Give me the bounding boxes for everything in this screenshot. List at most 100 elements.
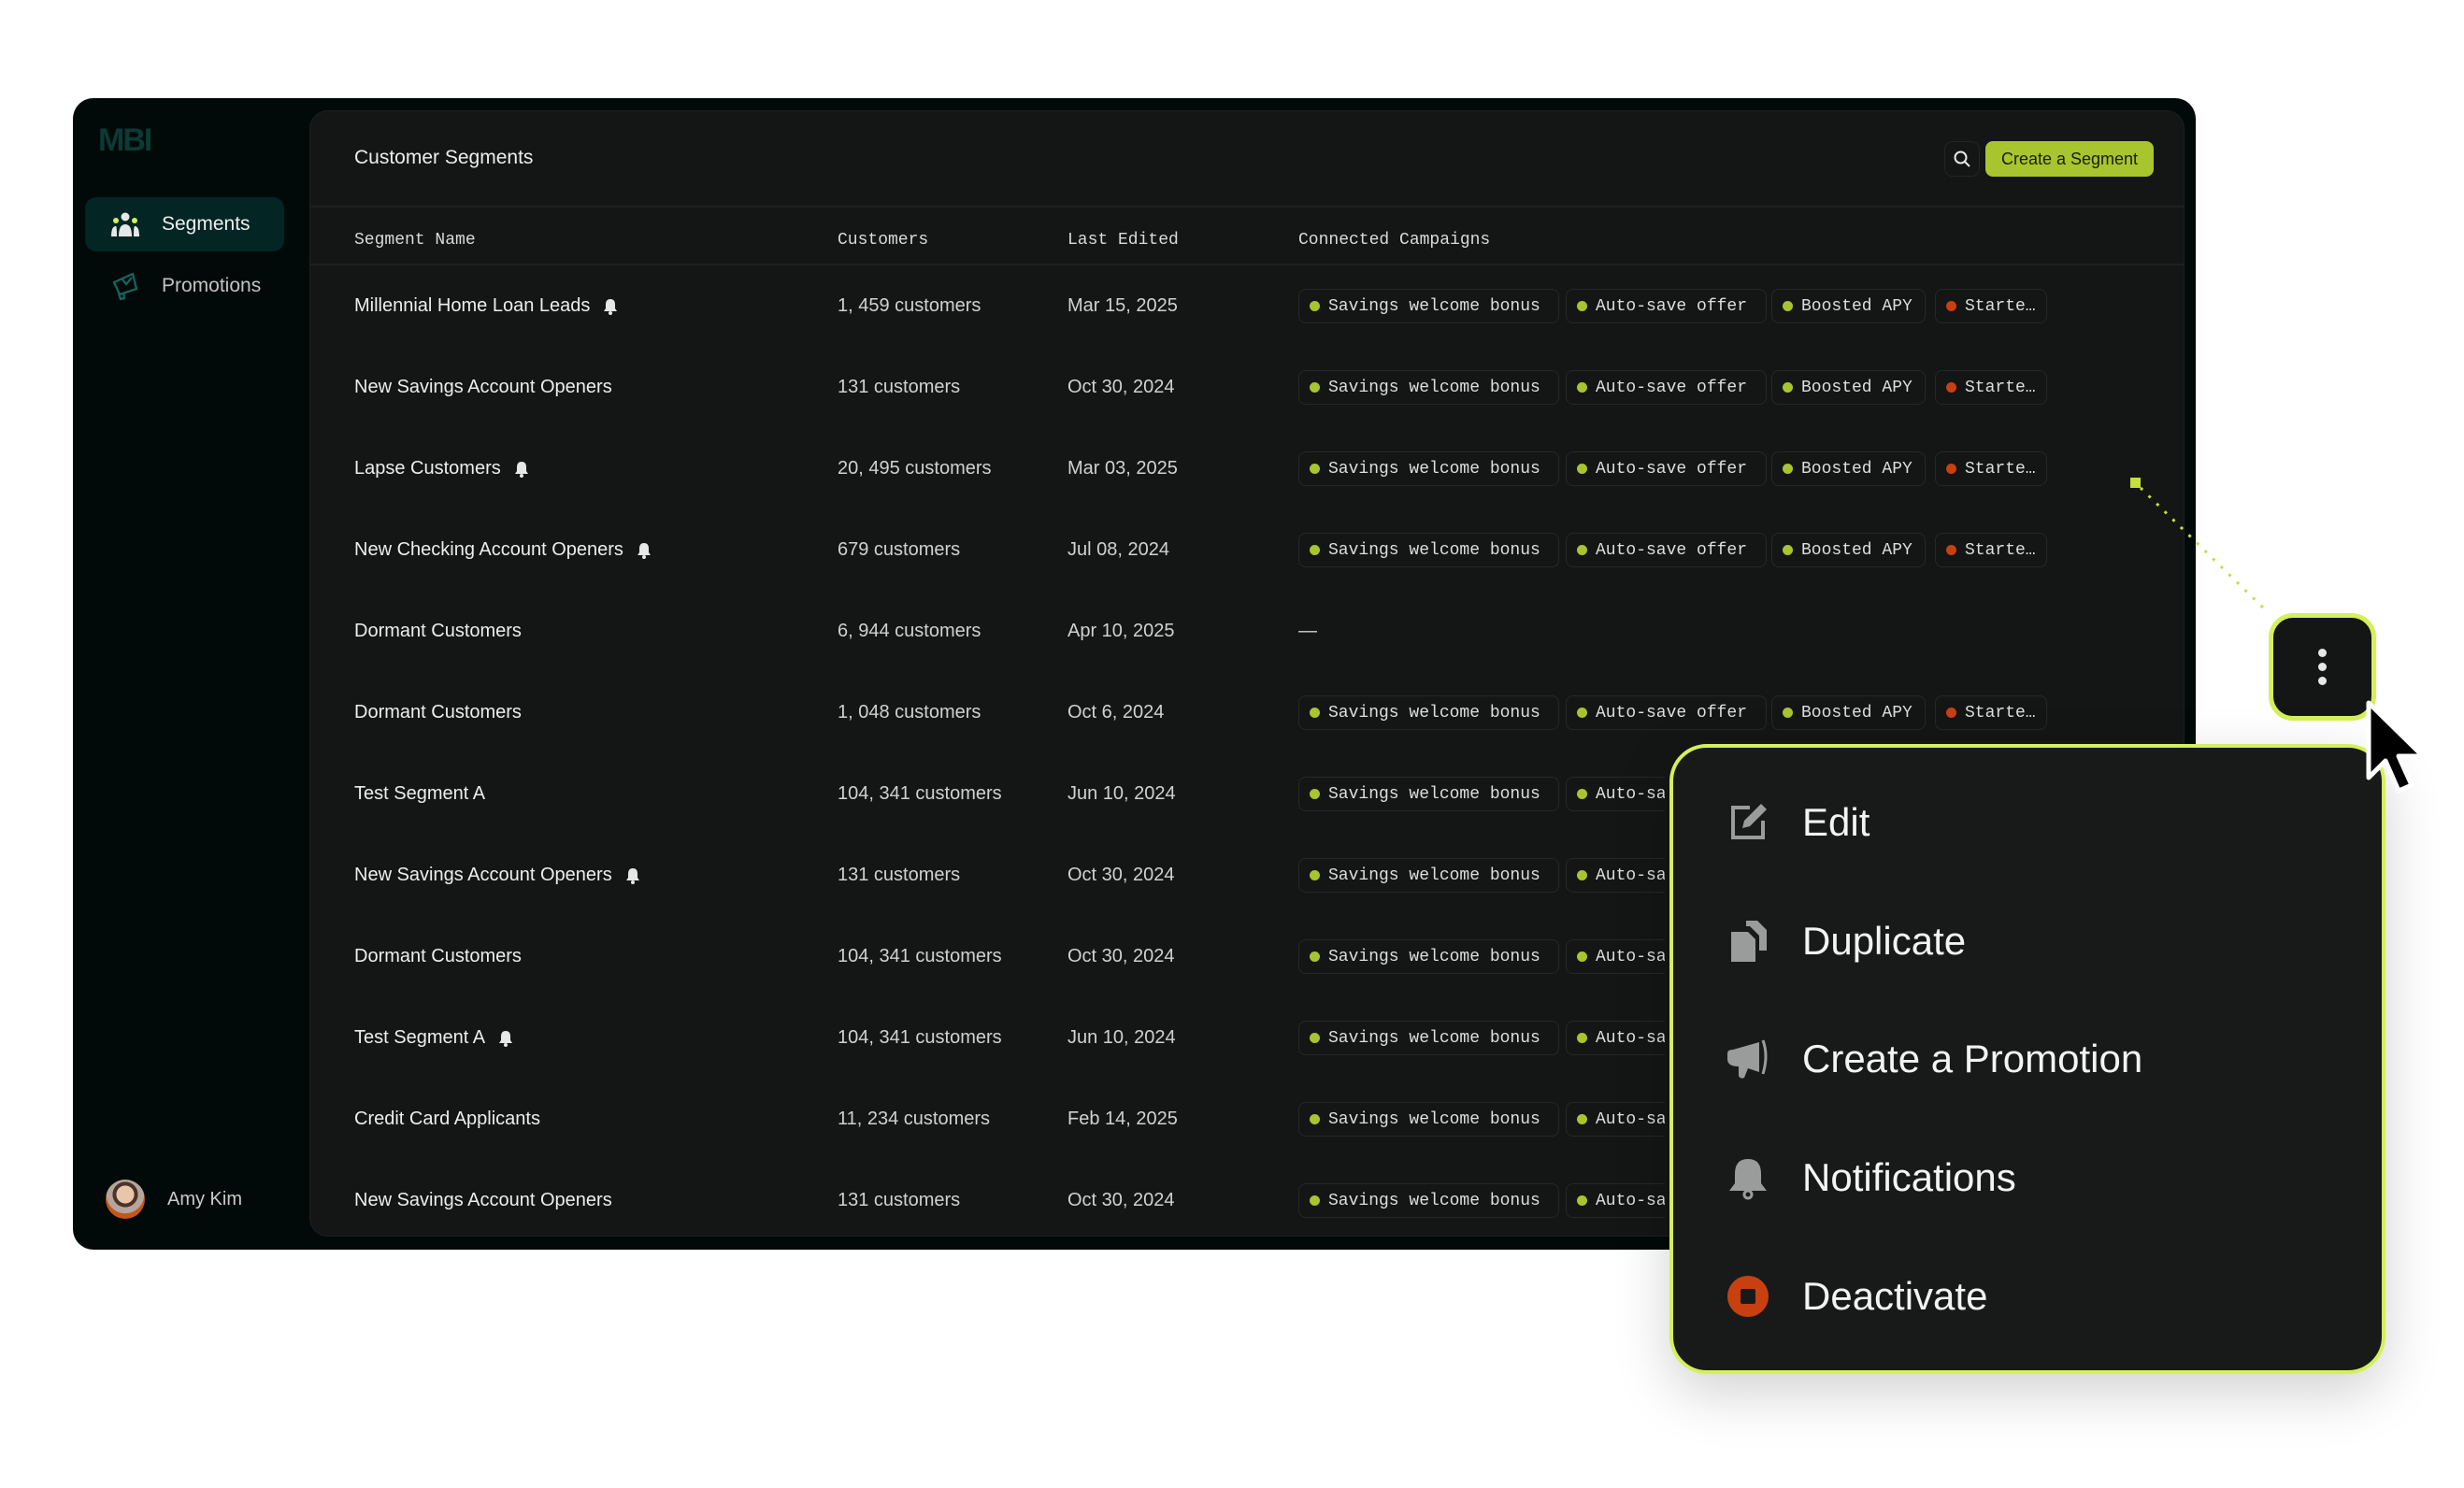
campaign-chip[interactable]: Savings welcome bonus [1298, 858, 1559, 893]
table-row[interactable]: Credit Card Applicants 11, 234 customers F… [310, 1079, 2184, 1160]
search-button[interactable] [1944, 141, 1980, 177]
campaign-chip[interactable]: Savings welcome bonus [1298, 451, 1559, 486]
status-dot [1783, 464, 1793, 474]
menu-item-label: Duplicate [1802, 919, 1967, 963]
segment-name: Dormant Customers [354, 702, 522, 723]
user-profile[interactable]: Amy Kim [106, 1180, 242, 1219]
bell-icon [604, 298, 618, 315]
table-row[interactable]: Dormant Customers 1, 048 customers Oct 6, … [310, 672, 2184, 753]
campaign-chip[interactable]: Auto-save offer [1566, 858, 1665, 893]
menu-item-deactivate[interactable]: Deactivate [1673, 1250, 2382, 1343]
create-segment-button[interactable]: Create a Segment [1985, 141, 2154, 177]
status-dot [1577, 1114, 1587, 1124]
campaign-label: Auto-save offer [1596, 296, 1748, 316]
campaign-label: Boosted APY [1801, 540, 1912, 560]
campaign-chip[interactable]: Savings welcome bonus [1298, 777, 1559, 811]
status-dot [1946, 464, 1956, 474]
last-edited-date: Oct 30, 2024 [1067, 1190, 1175, 1210]
status-dot [1310, 464, 1320, 474]
campaign-chip[interactable]: Auto-save offer [1566, 370, 1767, 405]
campaign-label: Savings welcome bonus [1328, 703, 1540, 723]
campaign-label: Auto-save offer [1596, 1028, 1665, 1048]
campaign-chip[interactable]: Savings welcome bonus [1298, 1021, 1559, 1055]
table-row[interactable]: New Savings Account Openers 131 customers… [310, 1160, 2184, 1236]
campaign-chip[interactable]: Boosted APY [1771, 533, 1926, 567]
table-row[interactable]: Test Segment A 104, 341 customers Jun 10, … [310, 753, 2184, 835]
menu-item-label: Edit [1802, 800, 1870, 844]
sidebar-item-segments[interactable]: Segments [85, 197, 284, 251]
campaign-chip[interactable]: Boosted APY [1771, 289, 1926, 323]
status-dot [1783, 708, 1793, 718]
campaign-chip[interactable]: Savings welcome bonus [1298, 1102, 1559, 1137]
campaign-chip[interactable]: Savings welcome bonus [1298, 1183, 1559, 1218]
campaign-chip[interactable]: Auto-save offer [1566, 289, 1767, 323]
campaign-chip[interactable]: Savings welcome bonus [1298, 370, 1559, 405]
megaphone-icon [1727, 1039, 1768, 1079]
segment-name-cell: Lapse Customers [354, 428, 529, 509]
campaign-label: Savings welcome bonus [1328, 947, 1540, 966]
segment-name-cell: Credit Card Applicants [354, 1079, 540, 1160]
campaign-chip[interactable]: Starte… [1935, 289, 2047, 323]
last-edited-date: Mar 03, 2025 [1067, 458, 1178, 479]
kebab-menu-button-highlighted[interactable] [2269, 613, 2376, 721]
table-row[interactable]: Lapse Customers 20, 495 customers Mar 03, … [310, 428, 2184, 509]
sidebar-item-promotions[interactable]: Promotions [85, 259, 284, 313]
column-header-connected-campaigns[interactable]: Connected Campaigns [1298, 231, 1491, 250]
status-dot [1310, 1114, 1320, 1124]
campaign-chip[interactable]: Auto-save offer [1566, 533, 1767, 567]
column-header-segment-name[interactable]: Segment Name [354, 231, 476, 250]
table-row[interactable]: New Savings Account Openers 131 customers… [310, 835, 2184, 916]
campaign-chip[interactable]: Starte… [1935, 451, 2047, 486]
table-row[interactable]: Dormant Customers 6, 944 customers Apr 10,… [310, 591, 2184, 672]
segment-name-cell: New Savings Account Openers [354, 347, 612, 428]
campaign-chip[interactable]: Savings welcome bonus [1298, 533, 1559, 567]
campaign-chip[interactable]: Auto-save offer [1566, 451, 1767, 486]
campaign-chip[interactable]: Auto-save offer [1566, 695, 1767, 730]
status-dot [1946, 545, 1956, 555]
campaign-chip[interactable]: Savings welcome bonus [1298, 939, 1559, 974]
campaign-chip[interactable]: Boosted APY [1771, 695, 1926, 730]
status-dot [1577, 382, 1587, 393]
status-dot [1310, 1033, 1320, 1043]
table-row[interactable]: New Savings Account Openers 131 customers… [310, 347, 2184, 428]
campaign-chip[interactable]: Auto-save offer [1566, 1102, 1665, 1137]
divider [310, 206, 2184, 207]
status-dot [1577, 870, 1587, 880]
campaign-chip[interactable]: Auto-save offer [1566, 939, 1665, 974]
table-row[interactable]: New Checking Account Openers 679 customer… [310, 509, 2184, 591]
bell-icon [1729, 1159, 1767, 1200]
segment-name-cell: Millennial Home Loan Leads [354, 265, 618, 347]
status-dot [1310, 382, 1320, 393]
campaign-label: Auto-save offer [1596, 1109, 1665, 1129]
table-row[interactable]: Test Segment A 104, 341 customers Jun 10, … [310, 997, 2184, 1079]
campaign-label: Savings welcome bonus [1328, 1191, 1540, 1210]
status-dot [1310, 789, 1320, 799]
menu-item-label: Deactivate [1802, 1274, 1988, 1318]
column-header-customers[interactable]: Customers [838, 231, 929, 250]
campaign-chip[interactable]: Starte… [1935, 370, 2047, 405]
campaign-chip[interactable]: Starte… [1935, 695, 2047, 730]
menu-item-edit[interactable]: Edit [1673, 776, 2382, 869]
column-header-last-edited[interactable]: Last Edited [1067, 231, 1179, 250]
stop-icon [1727, 1276, 1769, 1317]
table-row[interactable]: Dormant Customers 104, 341 customers Oct 3… [310, 916, 2184, 997]
campaign-chip[interactable]: Auto-save offer [1566, 1183, 1665, 1218]
menu-item-duplicate[interactable]: Duplicate [1673, 894, 2382, 988]
segment-name-cell: New Savings Account Openers [354, 835, 640, 916]
campaign-chip[interactable]: Savings welcome bonus [1298, 289, 1559, 323]
campaign-label: Savings welcome bonus [1328, 296, 1540, 316]
campaign-chip[interactable]: Savings welcome bonus [1298, 695, 1559, 730]
campaign-chips: Savings welcome bonus Auto-save offer Boos… [1298, 672, 2184, 753]
table-row[interactable]: Millennial Home Loan Leads 1, 459 custome… [310, 265, 2184, 347]
campaign-label: Boosted APY [1801, 296, 1912, 316]
menu-item-notifications[interactable]: Notifications [1673, 1131, 2382, 1224]
campaign-label: Starte… [1965, 540, 2036, 560]
last-edited-date: Jun 10, 2024 [1067, 1027, 1176, 1048]
campaign-chip[interactable]: Auto-save offer [1566, 1021, 1665, 1055]
campaign-chip[interactable]: Starte… [1935, 533, 2047, 567]
campaign-chip[interactable]: Boosted APY [1771, 370, 1926, 405]
campaign-chip[interactable]: Auto-save offer [1566, 777, 1665, 811]
campaign-chip[interactable]: Boosted APY [1771, 451, 1926, 486]
campaign-chips: Savings welcome bonus Auto-save offer [1298, 1079, 1665, 1160]
menu-item-create-promotion[interactable]: Create a Promotion [1673, 1012, 2382, 1106]
